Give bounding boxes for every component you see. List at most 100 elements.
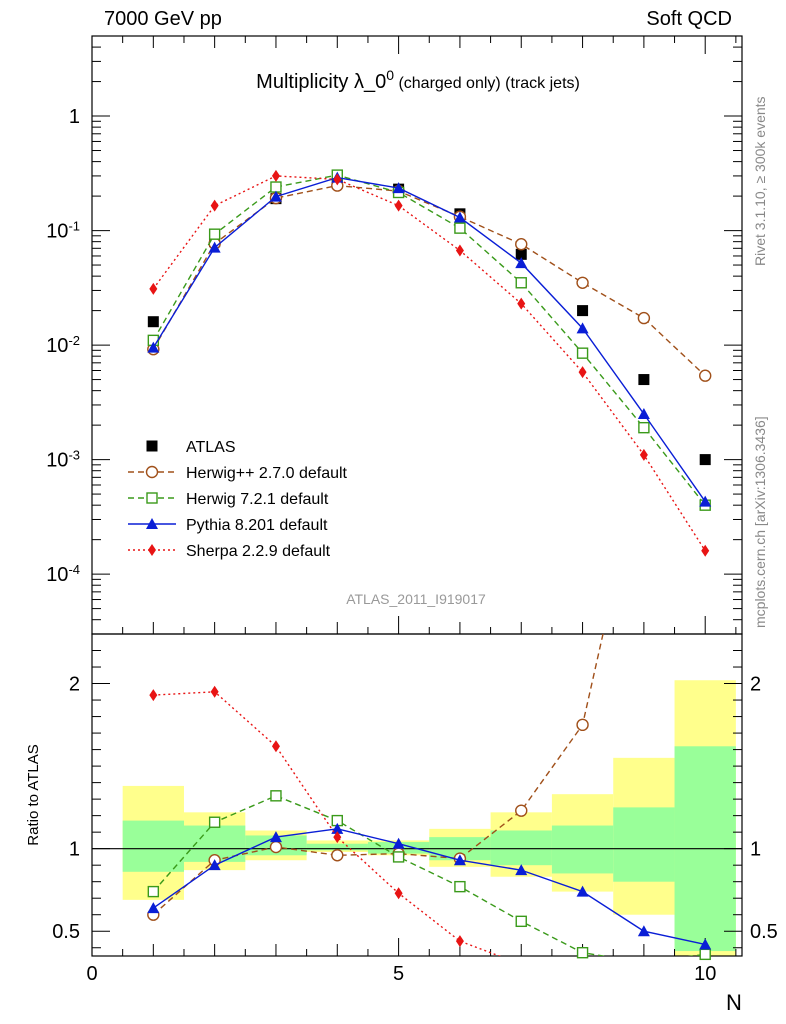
stat-uncertainty-band <box>306 843 368 851</box>
ratio-panel: 0.5 0.5 1 1 2 2 0 5 10 N Ratio to ATLAS <box>25 633 778 1015</box>
data-point <box>701 544 710 557</box>
stat-uncertainty-band <box>122 820 184 872</box>
ratio-point <box>637 925 650 937</box>
ratio-point <box>394 887 403 900</box>
data-point <box>699 495 712 507</box>
data-point <box>576 322 589 334</box>
data-point <box>515 238 528 251</box>
ratio-point <box>515 864 528 876</box>
x-tick-label: 0 <box>86 963 97 985</box>
ratio-point <box>210 685 219 698</box>
ratio-tick-label-right: 1 <box>750 839 761 861</box>
series-line-main <box>152 174 706 506</box>
ratio-point <box>208 859 221 871</box>
y-tick-label: 10-3 <box>46 447 80 472</box>
stat-uncertainty-band <box>490 830 552 866</box>
series-2 <box>147 169 711 961</box>
legend-entry: ATLAS <box>146 439 236 456</box>
stat-uncertainty-band <box>551 825 614 874</box>
chart-title: Multiplicity λ_00 (charged only) (track … <box>256 67 580 93</box>
data-point <box>577 305 589 317</box>
data-point <box>576 347 589 359</box>
legend-label: Herwig 7.2.1 default <box>186 491 329 508</box>
series-line-main <box>152 176 706 502</box>
legend-entry: Pythia 8.201 default <box>128 517 328 534</box>
ratio-point <box>576 718 589 732</box>
series-3 <box>147 171 712 950</box>
series-line-main <box>152 184 706 377</box>
series-layer <box>147 169 712 961</box>
ratio-point <box>147 885 160 898</box>
legend-label: ATLAS <box>186 439 236 456</box>
data-point <box>578 366 587 379</box>
ratio-point <box>208 816 221 828</box>
x-axis-label: N <box>726 990 742 1015</box>
data-point <box>208 228 221 240</box>
ratio-y-axis-label: Ratio to ATLAS <box>25 744 42 845</box>
data-point <box>639 448 648 461</box>
ratio-point <box>331 822 344 834</box>
data-point <box>270 181 282 193</box>
data-point <box>637 408 650 420</box>
legend-label: Pythia 8.201 default <box>186 517 328 534</box>
series-line-ratio <box>152 634 604 916</box>
ratio-point <box>269 840 283 854</box>
data-point <box>454 222 466 234</box>
series-line-ratio <box>153 691 502 956</box>
series-4 <box>149 169 710 956</box>
data-point <box>699 369 712 382</box>
data-point <box>333 173 342 186</box>
ratio-plot-frame <box>91 633 743 957</box>
data-point <box>576 276 589 289</box>
data-point <box>271 169 280 182</box>
ratio-point <box>392 851 405 863</box>
ratio-point <box>699 948 711 961</box>
y-tick-label: 10-4 <box>46 562 80 587</box>
ratio-point <box>392 837 405 849</box>
data-point <box>699 454 711 466</box>
ratio-tick-label: 2 <box>69 674 80 696</box>
ratio-tick-label-right: 2 <box>750 674 761 696</box>
ratio-point <box>576 946 589 959</box>
series-1 <box>147 179 712 921</box>
data-point <box>210 199 219 212</box>
legend-entry: Sherpa 2.2.9 default <box>128 543 331 560</box>
ratio-point <box>515 804 528 817</box>
series-line-main <box>152 175 706 552</box>
y-tick-label: 10-2 <box>46 333 80 358</box>
data-point <box>392 182 405 194</box>
legend-marker <box>145 465 159 479</box>
ratio-point <box>149 689 158 702</box>
x-tick-label: 10 <box>694 963 716 985</box>
legend-marker <box>146 492 158 504</box>
data-point <box>517 297 526 310</box>
legend-entry: Herwig 7.2.1 default <box>128 491 329 508</box>
legend-marker <box>148 544 156 556</box>
legend-label: Herwig++ 2.7.0 default <box>186 465 348 482</box>
data-point <box>638 421 650 434</box>
data-point <box>515 248 527 260</box>
header-right: Soft QCD <box>646 8 732 30</box>
series-line-ratio <box>152 828 706 946</box>
data-point <box>394 199 403 212</box>
ratio-point <box>455 935 464 948</box>
data-point <box>638 374 650 386</box>
data-point <box>453 211 466 223</box>
ratio-tick-label: 1 <box>69 839 80 861</box>
ratio-point <box>453 854 466 866</box>
analysis-id-label: ATLAS_2011_I919017 <box>346 591 486 607</box>
data-point <box>147 316 159 328</box>
ratio-point <box>271 740 280 753</box>
ratio-tick-label: 0.5 <box>52 921 80 943</box>
stat-uncertainty-band <box>613 807 675 882</box>
ratio-point <box>576 885 589 897</box>
data-point <box>515 257 528 269</box>
y-tick-label: 1 <box>69 106 80 128</box>
data-point <box>269 190 282 202</box>
ratio-tick-label-right: 0.5 <box>750 921 778 943</box>
data-point <box>637 311 651 325</box>
header-left: 7000 GeV pp <box>104 8 222 30</box>
legend-label: Sherpa 2.2.9 default <box>186 543 331 560</box>
data-point <box>208 241 221 253</box>
